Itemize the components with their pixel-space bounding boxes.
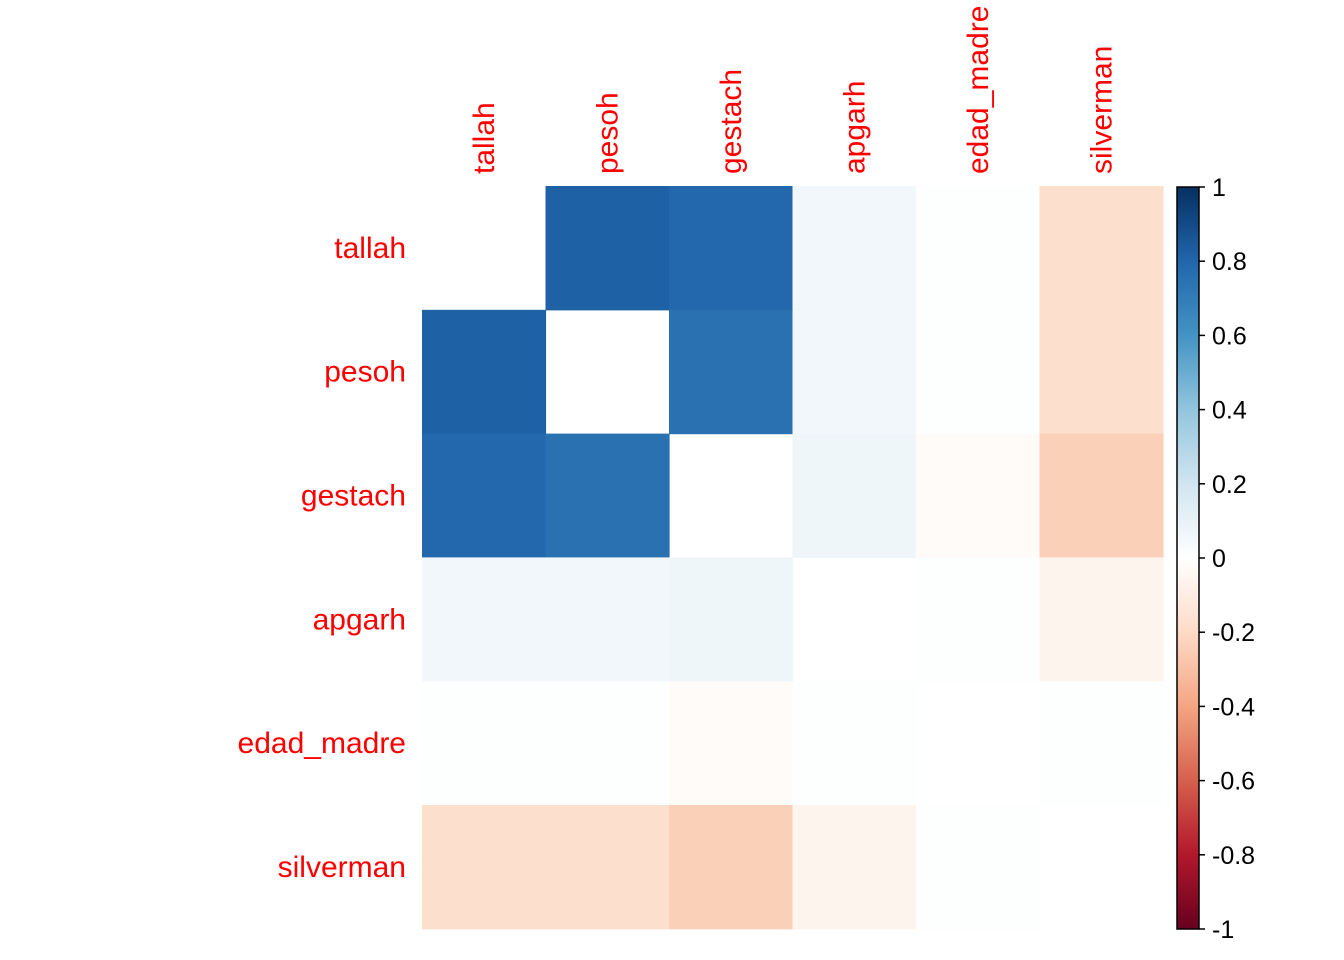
heatmap-cell-tallah-pesoh xyxy=(545,186,670,311)
row-labels: tallah pesoh gestach apgarh edad_madresilver… xyxy=(238,232,406,884)
heatmap-cell-pesoh-gestach xyxy=(669,309,794,435)
heatmap-cell-gestach-edad_madre xyxy=(916,433,1041,558)
colorbar-tick-label: 0.2 xyxy=(1212,471,1247,499)
heatmap-cell-tallah-silverman xyxy=(1039,186,1164,311)
heatmap-cell-gestach-tallah xyxy=(422,433,547,558)
colorbar-tick-label: -0.2 xyxy=(1212,619,1255,647)
column-label-tallah: tallah xyxy=(468,102,501,174)
heatmap-cell-silverman-apgarh xyxy=(792,805,917,930)
heatmap-cell-edad_madre-pesoh xyxy=(545,681,670,806)
heatmap-cell-pesoh-tallah xyxy=(422,309,547,435)
heatmap-cell-tallah-edad_madre xyxy=(916,186,1041,311)
column-labels: tallah pesoh gestach apgarh edad_madre silver… xyxy=(468,6,1119,174)
heatmap-cell-silverman-edad_madre xyxy=(916,805,1041,930)
heatmap-cell-tallah-apgarh xyxy=(792,186,917,311)
row-label-tallah: tallah xyxy=(334,232,406,265)
colorbar-tick-label: 1 xyxy=(1212,174,1226,202)
heatmap-cells xyxy=(422,186,1164,930)
colorbar-tick-label: 0.6 xyxy=(1212,322,1247,350)
column-label-edad_madre: edad_madre xyxy=(962,6,995,174)
heatmap-cell-apgarh-tallah xyxy=(422,557,547,682)
heatmap-cell-edad_madre-silverman xyxy=(1039,681,1164,806)
colorbar-tick-label: -0.8 xyxy=(1212,842,1255,870)
heatmap-cell-pesoh-edad_madre xyxy=(916,309,1041,435)
column-label-apgarh: apgarh xyxy=(838,81,871,174)
row-label-edad_madre: edad_madre xyxy=(238,727,406,760)
heatmap-cell-pesoh-apgarh xyxy=(792,309,917,435)
column-label-pesoh: pesoh xyxy=(591,92,624,174)
row-label-silverman: silverman xyxy=(278,851,406,884)
heatmap-cell-edad_madre-apgarh xyxy=(792,681,917,806)
row-label-pesoh: pesoh xyxy=(324,356,406,389)
heatmap-cell-silverman-gestach xyxy=(669,805,794,930)
heatmap-cell-silverman-tallah xyxy=(422,805,547,930)
heatmap-cell-apgarh-silverman xyxy=(1039,557,1164,682)
heatmap-cell-apgarh-edad_madre xyxy=(916,557,1041,682)
heatmap-cell-edad_madre-gestach xyxy=(669,681,794,806)
heatmap-cell-gestach-silverman xyxy=(1039,433,1164,558)
heatmap-cell-silverman-pesoh xyxy=(545,805,670,930)
column-label-silverman: silverman xyxy=(1085,46,1118,174)
colorbar-tick-label: 0.4 xyxy=(1212,397,1247,425)
heatmap-cell-edad_madre-tallah xyxy=(422,681,547,806)
colorbar-gradient xyxy=(1176,186,1200,930)
row-label-gestach: gestach xyxy=(301,480,406,513)
colorbar-tick-label: 0 xyxy=(1212,545,1226,573)
colorbar-tick-label: -0.4 xyxy=(1212,693,1255,721)
heatmap-cell-gestach-apgarh xyxy=(792,433,917,558)
heatmap-cell-pesoh-silverman xyxy=(1039,309,1164,435)
heatmap-cell-apgarh-gestach xyxy=(669,557,794,682)
heatmap-cell-apgarh-pesoh xyxy=(545,557,670,682)
heatmap-cell-gestach-pesoh xyxy=(545,433,670,558)
colorbar-tick-label: 0.8 xyxy=(1212,248,1247,276)
color-legend: 1 0.8 0.6 0.4 0.2 0 -0.2 -0.4 -0.6 -0.8 -1 xyxy=(1176,174,1255,944)
heatmap-cell-tallah-gestach xyxy=(669,186,794,311)
colorbar-tick-label: -0.6 xyxy=(1212,768,1255,796)
colorbar-tick-label: -1 xyxy=(1212,916,1234,944)
column-label-gestach: gestach xyxy=(715,69,748,174)
row-label-apgarh: apgarh xyxy=(313,603,406,636)
